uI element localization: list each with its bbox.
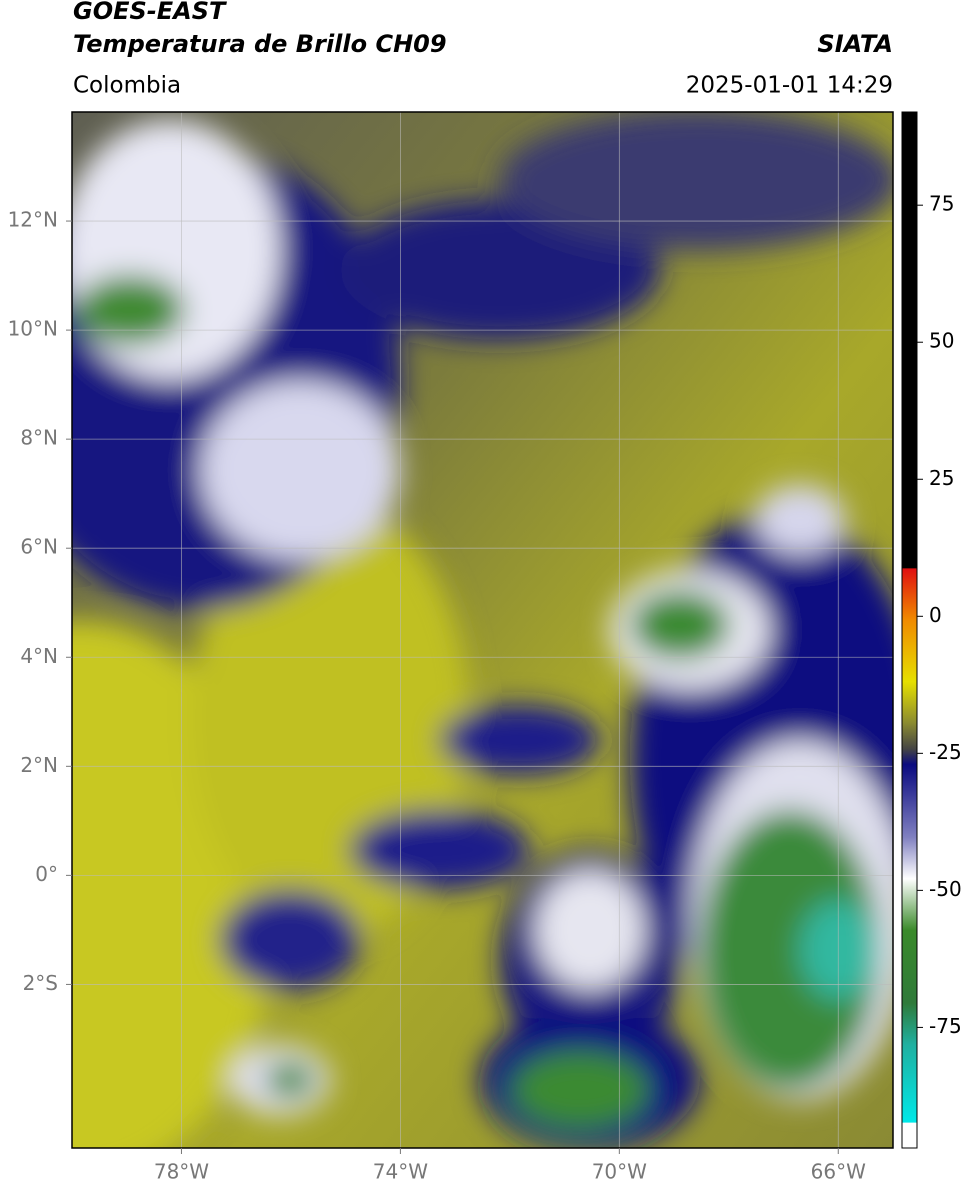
colorbar-tick-label: 25 (929, 466, 954, 490)
x-tick-label: 74°W (373, 1160, 428, 1184)
colorbar-tick-label: 75 (929, 192, 954, 216)
colorbar (901, 111, 918, 1149)
colorbar-tick-label: 0 (929, 603, 942, 627)
datetime: 2025-01-01 14:29 (686, 73, 893, 99)
subtitle: Temperatura de Brillo CH09 (73, 30, 447, 58)
region: Colombia (73, 73, 181, 99)
x-tick-label: 66°W (811, 1160, 866, 1184)
x-tick-label: 70°W (592, 1160, 647, 1184)
source: SIATA (817, 30, 893, 58)
y-tick-label: 0° (35, 862, 58, 886)
y-tick-label: 10°N (8, 317, 58, 341)
y-tick-label: 2°S (23, 971, 58, 995)
x-tick-label: 78°W (154, 1160, 209, 1184)
satellite-image (72, 112, 893, 1148)
y-tick-label: 6°N (20, 535, 58, 559)
colorbar-tick-label: -25 (929, 740, 962, 764)
y-tick-label: 8°N (20, 426, 58, 450)
grid (72, 112, 893, 1148)
colorbar-tick-label: -75 (929, 1014, 962, 1038)
y-tick-label: 2°N (20, 753, 58, 777)
title: GOES-EAST (73, 0, 227, 25)
map-frame (71, 111, 894, 1149)
y-tick-label: 12°N (8, 208, 58, 232)
colorbar-tick-label: 50 (929, 329, 954, 353)
colorbar-tick-label: -50 (929, 877, 962, 901)
y-tick-label: 4°N (20, 644, 58, 668)
